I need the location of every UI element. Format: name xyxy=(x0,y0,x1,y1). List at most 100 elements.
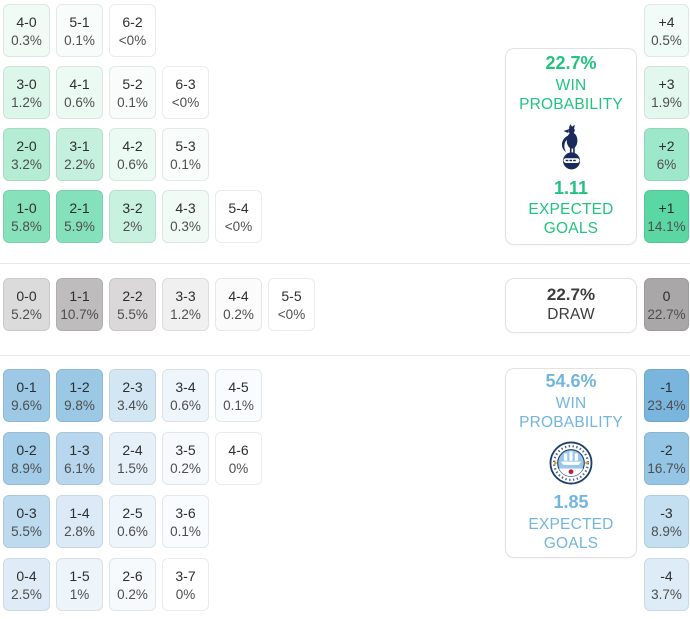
scoreline: 2-6 xyxy=(122,567,143,584)
score-row: 1-0 5.8% 2-1 5.9% 3-2 2% 4-3 0.3% 5-4 <0% xyxy=(3,190,262,243)
probability-value: 2.2% xyxy=(64,156,95,172)
goal-margin-value: +1 xyxy=(658,199,675,216)
score-cell: 5-4 <0% xyxy=(215,190,262,243)
score-row: 0-0 5.2% 1-1 10.7% 2-2 5.5% 3-3 1.2% 4-4 0.2% 5-5 <… xyxy=(3,278,315,331)
probability-value: 0.1% xyxy=(117,94,148,110)
probability-value: <0% xyxy=(118,32,147,48)
home-win-probability-label: WIN PROBABILITY xyxy=(519,76,623,113)
probability-value: 0% xyxy=(175,586,196,602)
probability-value: 0.6% xyxy=(117,523,148,539)
section-divider xyxy=(0,263,690,264)
tottenham-hotspur-crest-icon xyxy=(561,123,581,169)
scoreline: 0-2 xyxy=(16,441,37,458)
probability-value: 1.2% xyxy=(170,306,201,322)
scoreline: 5-5 xyxy=(281,287,302,304)
score-cell: 5-2 0.1% xyxy=(109,66,156,119)
draw-goal-margin-column: 0 22.7% xyxy=(644,278,689,331)
score-cell: 2-4 1.5% xyxy=(109,432,156,485)
scoreline: 4-6 xyxy=(228,441,249,458)
goal-margin-value: +2 xyxy=(658,137,675,154)
away-win-probability-value: 54.6% xyxy=(545,371,597,392)
score-cell: 0-2 8.9% xyxy=(3,432,50,485)
goal-margin-value: +3 xyxy=(658,75,675,92)
score-cell: 4-2 0.6% xyxy=(109,128,156,181)
scoreline: 5-4 xyxy=(228,199,249,216)
probability-value: 0.6% xyxy=(170,397,201,413)
home-expected-goals-value: 1.11 xyxy=(553,177,589,198)
goal-margin-cell: -2 16.7% xyxy=(644,432,689,485)
score-cell: 4-1 0.6% xyxy=(56,66,103,119)
goal-margin-cell: -3 8.9% xyxy=(644,495,689,548)
score-cell: 2-5 0.6% xyxy=(109,495,156,548)
away-expected-goals-value: 1.85 xyxy=(553,492,589,512)
goal-margin-value: -4 xyxy=(660,567,673,584)
score-row: 0-1 9.6% 1-2 9.8% 2-3 3.4% 3-4 0.6% 4-5 0.1% xyxy=(3,369,262,422)
goal-margin-cell: +3 1.9% xyxy=(644,66,689,119)
probability-value: 0% xyxy=(228,460,249,476)
score-cell: 3-7 0% xyxy=(162,558,209,611)
probability-value: <0% xyxy=(171,94,200,110)
scoreline: 6-3 xyxy=(175,75,196,92)
probability-value: 3.7% xyxy=(651,586,682,602)
score-cell: 3-6 0.1% xyxy=(162,495,209,548)
score-cell: 1-4 2.8% xyxy=(56,495,103,548)
home-expected-goals-label: EXPECTED GOALS xyxy=(528,201,614,238)
away-win-summary-panel: 54.6% WIN PROBABILITY 1.85 EXPECTED GOAL… xyxy=(505,368,637,558)
score-cell: 5-1 0.1% xyxy=(56,4,103,57)
score-cell: 3-3 1.2% xyxy=(162,278,209,331)
scoreline: 3-6 xyxy=(175,504,196,521)
score-cell: 5-3 0.1% xyxy=(162,128,209,181)
probability-value: 2.5% xyxy=(11,586,42,602)
probability-value: 9.8% xyxy=(64,397,95,413)
probability-value: 5.8% xyxy=(11,218,42,234)
score-cell: 0-0 5.2% xyxy=(3,278,50,331)
probability-value: <0% xyxy=(277,306,306,322)
scoreline: 2-4 xyxy=(122,441,143,458)
draw-label: DRAW xyxy=(547,306,595,324)
score-cell: 1-1 10.7% xyxy=(56,278,103,331)
scoreline: 4-5 xyxy=(228,378,249,395)
home-win-probability-value: 22.7% xyxy=(545,52,597,73)
scoreline: 1-2 xyxy=(69,378,90,395)
probability-value: 5.9% xyxy=(64,218,95,234)
scoreline: 1-5 xyxy=(69,567,90,584)
score-cell: 2-1 5.9% xyxy=(56,190,103,243)
scoreline: 2-3 xyxy=(122,378,143,395)
score-cell: 0-4 2.5% xyxy=(3,558,50,611)
probability-value: 0.1% xyxy=(170,523,201,539)
probability-value: 8.9% xyxy=(11,460,42,476)
score-cell: 1-3 6.1% xyxy=(56,432,103,485)
score-row: 0-2 8.9% 1-3 6.1% 2-4 1.5% 3-5 0.2% 4-6 0% xyxy=(3,432,262,485)
goal-margin-value: 0 xyxy=(662,287,671,304)
scoreline: 3-0 xyxy=(16,75,37,92)
home-goal-margin-column: +4 0.5% +3 1.9% +2 6% +1 14.1% xyxy=(644,4,689,243)
score-row: 3-0 1.2% 4-1 0.6% 5-2 0.1% 6-3 <0% xyxy=(3,66,262,119)
score-cell: 2-3 3.4% xyxy=(109,369,156,422)
score-row: 2-0 3.2% 3-1 2.2% 4-2 0.6% 5-3 0.1% xyxy=(3,128,262,181)
scoreline: 0-0 xyxy=(16,287,37,304)
scoreline: 5-3 xyxy=(175,137,196,154)
score-cell: 3-2 2% xyxy=(109,190,156,243)
scoreline: 3-2 xyxy=(122,199,143,216)
probability-value: 0.6% xyxy=(117,156,148,172)
score-cell: 6-3 <0% xyxy=(162,66,209,119)
home-win-summary-panel: 22.7% WIN PROBABILITY 1.11 EXPECTED xyxy=(505,48,637,245)
probability-value: 0.2% xyxy=(170,460,201,476)
probability-value: 5.2% xyxy=(11,306,42,322)
probability-value: 0.1% xyxy=(170,156,201,172)
probability-value: 0.2% xyxy=(117,586,148,602)
probability-value: 5.5% xyxy=(11,523,42,539)
scoreline: 4-1 xyxy=(69,75,90,92)
scoreline: 0-3 xyxy=(16,504,37,521)
scoreline: 2-5 xyxy=(122,504,143,521)
scoreline: 3-3 xyxy=(175,287,196,304)
goal-margin-value: +4 xyxy=(658,13,675,30)
goal-margin-value: -1 xyxy=(660,378,673,395)
scoreline: 2-1 xyxy=(69,199,90,216)
scoreline: 1-0 xyxy=(16,199,37,216)
probability-value: 23.4% xyxy=(647,397,686,413)
scoreline: 2-0 xyxy=(16,137,37,154)
draw-probability-value: 22.7% xyxy=(546,284,596,304)
probability-value: 0.1% xyxy=(223,397,254,413)
